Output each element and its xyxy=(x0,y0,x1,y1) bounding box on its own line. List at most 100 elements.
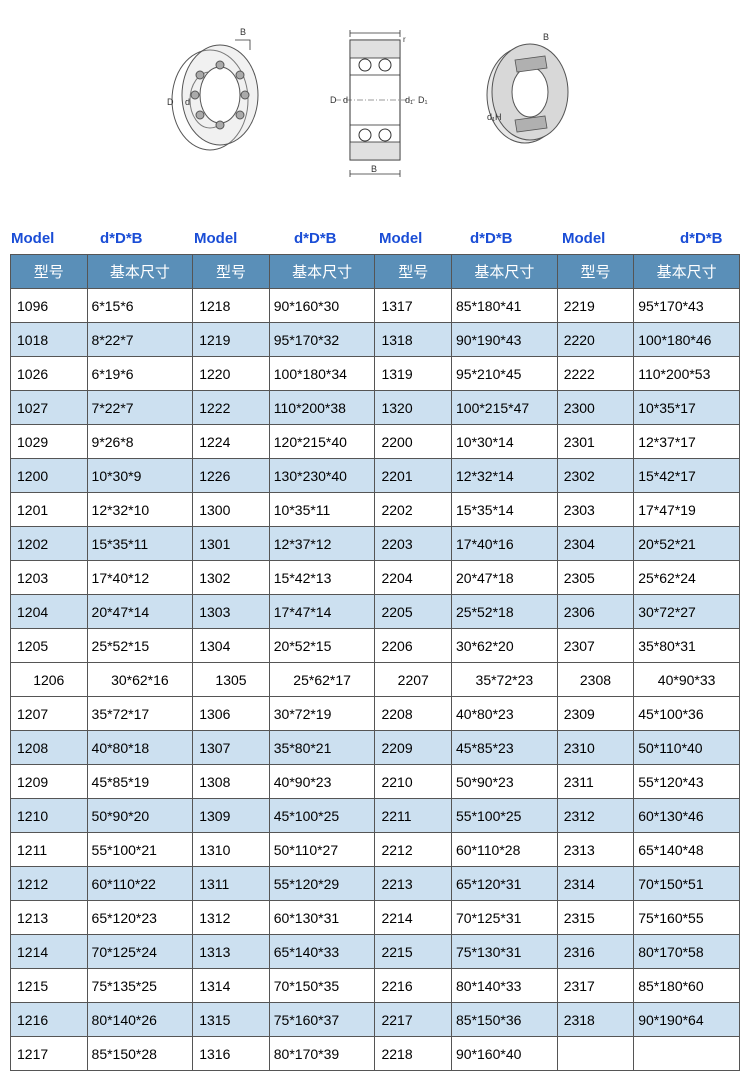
cell-model: 1213 xyxy=(11,901,88,935)
cell-model: 2201 xyxy=(375,459,452,493)
bearing-table-wrap: 型号 基本尺寸 型号 基本尺寸 型号 基本尺寸 型号 基本尺寸 10966*15… xyxy=(0,254,750,1081)
cell-model: 2308 xyxy=(557,663,634,697)
cell-model: 1317 xyxy=(375,289,452,323)
cell-model: 1216 xyxy=(11,1003,88,1037)
table-row: 121680*140*26131575*160*37221785*150*362… xyxy=(11,1003,740,1037)
cell-size: 40*80*23 xyxy=(452,697,558,731)
cell-size: 50*110*40 xyxy=(634,731,740,765)
cell-size: 95*170*32 xyxy=(269,323,375,357)
table-row: 120317*40*12130215*42*13220420*47*182305… xyxy=(11,561,740,595)
cell-size: 6*19*6 xyxy=(87,357,193,391)
cell-size: 90*160*40 xyxy=(452,1037,558,1071)
cell-model: 2315 xyxy=(557,901,634,935)
cell-model: 1308 xyxy=(193,765,270,799)
cell-model: 1301 xyxy=(193,527,270,561)
label-ddb: d*D*B xyxy=(100,230,143,247)
cell-size: 15*35*11 xyxy=(87,527,193,561)
cell-size: 90*190*43 xyxy=(452,323,558,357)
bearing-table: 型号 基本尺寸 型号 基本尺寸 型号 基本尺寸 型号 基本尺寸 10966*15… xyxy=(10,254,740,1071)
cell-size: 15*42*17 xyxy=(634,459,740,493)
table-row: 120112*32*10130010*35*11220215*35*142303… xyxy=(11,493,740,527)
cell-size: 30*72*19 xyxy=(269,697,375,731)
cell-model: 1320 xyxy=(375,391,452,425)
cell-model: 2218 xyxy=(375,1037,452,1071)
cell-size: 75*135*25 xyxy=(87,969,193,1003)
table-header-row: 型号 基本尺寸 型号 基本尺寸 型号 基本尺寸 型号 基本尺寸 xyxy=(11,255,740,289)
cell-size: 30*72*27 xyxy=(634,595,740,629)
cell-model: 2217 xyxy=(375,1003,452,1037)
cell-model: 2309 xyxy=(557,697,634,731)
cell-model: 2215 xyxy=(375,935,452,969)
cell-model: 1220 xyxy=(193,357,270,391)
cell-size: 70*150*35 xyxy=(269,969,375,1003)
cell-model: 1219 xyxy=(193,323,270,357)
cell-size: 75*160*37 xyxy=(269,1003,375,1037)
cell-size: 100*180*46 xyxy=(634,323,740,357)
cell-model: 2222 xyxy=(557,357,634,391)
cell-size: 40*80*18 xyxy=(87,731,193,765)
cell-size: 50*110*27 xyxy=(269,833,375,867)
cell-model: 1310 xyxy=(193,833,270,867)
cell-size: 10*30*14 xyxy=(452,425,558,459)
cell-model: 1201 xyxy=(11,493,88,527)
cell-size: 60*130*46 xyxy=(634,799,740,833)
cell-model: 2200 xyxy=(375,425,452,459)
cell-size: 75*160*55 xyxy=(634,901,740,935)
cell-model: 1205 xyxy=(11,629,88,663)
cell-size: 17*47*14 xyxy=(269,595,375,629)
cell-model: 2302 xyxy=(557,459,634,493)
cell-model: 1209 xyxy=(11,765,88,799)
cell-model: 2205 xyxy=(375,595,452,629)
cell-size: 80*170*58 xyxy=(634,935,740,969)
cell-model: 1319 xyxy=(375,357,452,391)
label-ddb: d*D*B xyxy=(294,230,337,247)
cell-model: 2210 xyxy=(375,765,452,799)
cell-model: 1309 xyxy=(193,799,270,833)
cell-model: 1316 xyxy=(193,1037,270,1071)
table-row: 10266*19*61220100*180*34131995*210*45222… xyxy=(11,357,740,391)
cell-model: 2214 xyxy=(375,901,452,935)
svg-text:d: d xyxy=(185,97,190,107)
header-cell: 基本尺寸 xyxy=(269,255,375,289)
cell-size: 130*230*40 xyxy=(269,459,375,493)
cell-size: 80*140*26 xyxy=(87,1003,193,1037)
cell-size: 55*100*21 xyxy=(87,833,193,867)
cell-size: 35*72*23 xyxy=(452,663,558,697)
label-ddb: d*D*B xyxy=(470,230,513,247)
cell-size: 20*52*15 xyxy=(269,629,375,663)
header-cell: 型号 xyxy=(375,255,452,289)
cell-model: 1313 xyxy=(193,935,270,969)
cell-size: 70*125*24 xyxy=(87,935,193,969)
cell-model: 2219 xyxy=(557,289,634,323)
cell-model: 2211 xyxy=(375,799,452,833)
cell-size: 45*100*25 xyxy=(269,799,375,833)
cell-model: 2305 xyxy=(557,561,634,595)
cell-size: 110*200*38 xyxy=(269,391,375,425)
label-model: Model xyxy=(194,230,237,247)
cell-size: 45*100*36 xyxy=(634,697,740,731)
header-cell: 基本尺寸 xyxy=(634,255,740,289)
svg-text:d: d xyxy=(343,95,348,105)
cell-model: 1203 xyxy=(11,561,88,595)
cell-model: 1314 xyxy=(193,969,270,1003)
cell-size: 12*37*17 xyxy=(634,425,740,459)
cell-model: 1311 xyxy=(193,867,270,901)
table-row: 120840*80*18130735*80*21220945*85*232310… xyxy=(11,731,740,765)
cell-size: 60*130*31 xyxy=(269,901,375,935)
cell-model: 1027 xyxy=(11,391,88,425)
cell-size: 7*22*7 xyxy=(87,391,193,425)
svg-text:B: B xyxy=(240,27,246,37)
table-row: 121155*100*21131050*110*27221260*110*282… xyxy=(11,833,740,867)
cell-model: 1304 xyxy=(193,629,270,663)
cell-model xyxy=(557,1037,634,1071)
cell-size: 12*32*10 xyxy=(87,493,193,527)
cell-model: 2202 xyxy=(375,493,452,527)
cell-model: 2317 xyxy=(557,969,634,1003)
cell-model: 2304 xyxy=(557,527,634,561)
cell-size: 55*100*25 xyxy=(452,799,558,833)
table-row: 120945*85*19130840*90*23221050*90*232311… xyxy=(11,765,740,799)
cell-size: 35*80*31 xyxy=(634,629,740,663)
cell-size: 100*180*34 xyxy=(269,357,375,391)
cell-model: 1222 xyxy=(193,391,270,425)
cell-model: 1302 xyxy=(193,561,270,595)
